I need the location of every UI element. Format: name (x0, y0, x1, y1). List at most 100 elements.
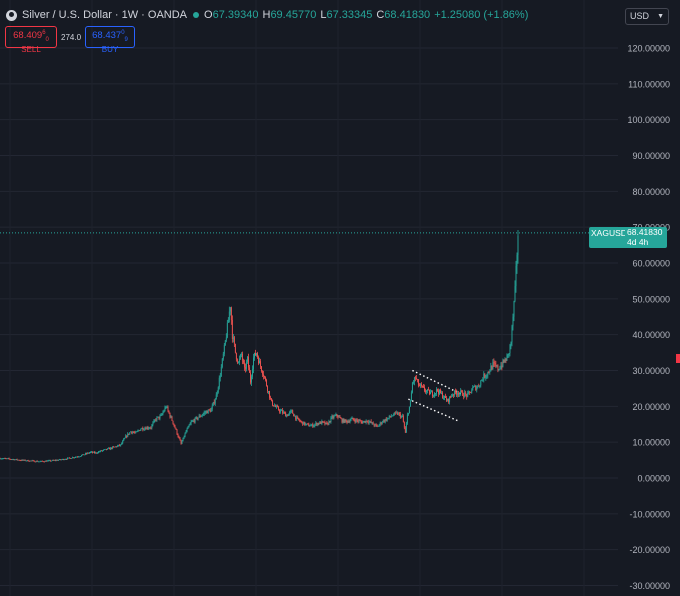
sell-price-sup: 6 (42, 30, 46, 36)
y-tick-label: -10.00000 (629, 509, 670, 519)
sell-price: 68.409 (13, 30, 43, 42)
candle-body (207, 409, 209, 414)
candle-body (480, 380, 482, 386)
candle-body (507, 354, 509, 356)
candle-body (197, 417, 199, 420)
candle-body (305, 423, 307, 425)
candle-body (114, 446, 116, 448)
candle-body (224, 340, 226, 346)
candle-body (250, 372, 251, 383)
candle-body (468, 391, 470, 394)
candle-body (80, 456, 81, 458)
candle-body (107, 448, 109, 450)
candle-body (301, 421, 303, 423)
y-tick-label: 0.00000 (637, 474, 670, 484)
candle-body (431, 391, 432, 393)
candle-body (329, 421, 331, 423)
candle-body (37, 461, 39, 463)
price-axis[interactable]: 120.00000 110.00000 100.00000 90.00000 80.00… (627, 44, 670, 592)
candle-body (243, 362, 245, 368)
candle-body (23, 459, 25, 461)
candle-body (509, 344, 511, 354)
candle-body (353, 419, 355, 421)
buy-price-sub: 9 (124, 37, 128, 44)
candle-body (417, 379, 419, 386)
candle-body (473, 386, 475, 388)
y-tick-label: 100.00000 (627, 115, 670, 125)
low-label: L (320, 9, 327, 21)
candle-body (376, 425, 378, 427)
candle-body (110, 447, 112, 450)
candle-body (441, 392, 443, 394)
close-value: 68.41830 (384, 9, 431, 21)
channel-annotation[interactable] (408, 369, 461, 422)
candle-body (359, 420, 361, 422)
candle-body (191, 421, 193, 422)
candle-body (457, 393, 459, 395)
candle-body (239, 354, 241, 359)
candle-body (320, 421, 322, 424)
candle-body (409, 401, 411, 407)
candle-body (251, 376, 252, 383)
candle-body (440, 389, 442, 394)
currency-select[interactable]: USD ▼ (625, 8, 669, 25)
candle-body (478, 385, 480, 387)
candle-body (405, 423, 407, 433)
candle-body (489, 371, 491, 373)
candle-body (75, 456, 77, 458)
candle-body (18, 459, 20, 461)
candle-body (479, 385, 481, 387)
candle-body (99, 451, 101, 453)
candle-body (31, 460, 33, 462)
candle-body (40, 460, 42, 462)
candle-body (304, 421, 306, 425)
candle-body (28, 461, 30, 462)
candle-body (264, 376, 265, 378)
candle-body (403, 422, 405, 428)
candle-body (231, 320, 233, 339)
y-tick-label: 80.00000 (632, 187, 670, 197)
candle-body (125, 435, 127, 438)
candle-body (432, 391, 433, 397)
candle-body (173, 423, 175, 426)
candle-body (81, 455, 82, 457)
candle-body (292, 410, 294, 414)
candle-body (15, 459, 17, 460)
candle-body (499, 368, 501, 370)
candle-body (447, 398, 449, 401)
candle-body (143, 429, 145, 431)
candle-body (429, 389, 430, 395)
candle-body (135, 431, 137, 433)
candle-body (64, 459, 66, 460)
symbol-title[interactable]: Silver / U.S. Dollar · 1W · OANDA (22, 9, 188, 21)
candle-body (370, 421, 372, 423)
candle-body (287, 415, 289, 417)
sell-button[interactable]: 68.40960 SELL (5, 26, 57, 54)
candle-body (19, 460, 21, 462)
candle-body (60, 459, 62, 461)
candle-body (321, 420, 323, 424)
candle-body (456, 392, 458, 395)
candle-body (458, 393, 460, 395)
candle-body (344, 419, 346, 423)
candle-body (78, 456, 79, 458)
candle-body (465, 392, 467, 395)
change-value: +1.25080 (+1.86%) (434, 9, 529, 21)
candle-body (123, 439, 125, 441)
buy-button[interactable]: 68.43709 BUY (85, 26, 135, 54)
candle-body (348, 421, 350, 423)
candle-body (170, 416, 172, 418)
y-tick-label: 110.00000 (628, 79, 670, 89)
candle-body (488, 371, 490, 373)
candle-body (104, 449, 106, 451)
candle-body (95, 452, 97, 454)
candle-body (32, 460, 34, 462)
candle-body (131, 431, 133, 434)
candle-body (349, 420, 351, 423)
candle-body (442, 392, 444, 399)
candle-body (202, 413, 204, 416)
candle-body (323, 421, 325, 423)
candle-body (254, 352, 255, 358)
candle-body (267, 385, 268, 392)
